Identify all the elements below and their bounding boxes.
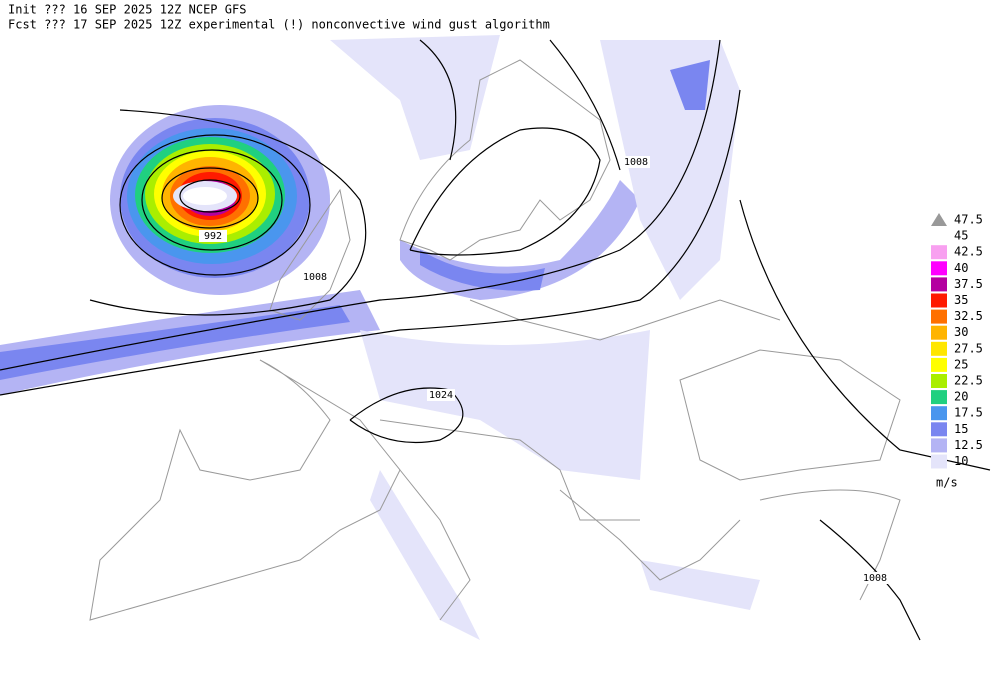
legend-swatch	[931, 261, 947, 276]
legend-label: 35	[954, 293, 968, 307]
legend-label: 30	[954, 325, 968, 339]
isobar-labels: 992 1008 1008 1024 1008	[199, 156, 889, 584]
legend-swatch	[931, 293, 947, 308]
legend-label: 45	[954, 229, 968, 243]
legend-swatch	[931, 309, 947, 324]
coastlines	[89, 59, 901, 621]
isobar-label: 1024	[429, 390, 453, 401]
isobar-label-bg	[861, 572, 889, 584]
legend-swatch	[931, 406, 947, 421]
header-line-2: Fcst ??? 17 SEP 2025 12Z experimental (!…	[8, 18, 550, 32]
legend-unit: m/s	[936, 476, 958, 490]
isobar-label: 992	[204, 231, 222, 242]
legend-label: 12.5	[954, 438, 983, 452]
isobar-label-bg	[301, 271, 329, 283]
legend-swatch	[931, 454, 947, 469]
legend-label: 15	[954, 422, 968, 436]
legend-swatch	[931, 374, 947, 388]
legend-triangle	[931, 213, 947, 226]
legend-label: 37.5	[954, 277, 983, 291]
legend-swatch	[931, 325, 947, 340]
legend: 47.5 45 42.5 40 37.5 35 32.5 30 27.5 25 22.5 20 17.5…	[931, 213, 983, 490]
header-line-1: Init ??? 16 SEP 2025 12Z NCEP GFS	[8, 3, 246, 17]
isobar-label-bg	[427, 389, 455, 401]
isobar-label-bg	[199, 230, 227, 242]
legend-swatch	[931, 438, 947, 453]
legend-label: 47.5	[954, 213, 983, 227]
legend-label: 32.5	[954, 309, 983, 323]
legend-label: 40	[954, 261, 968, 275]
isobar-label: 1008	[303, 272, 327, 283]
gust-shading	[0, 35, 760, 640]
isobar-label-bg	[622, 156, 650, 168]
legend-label: 22.5	[954, 374, 983, 388]
legend-label: 25	[954, 357, 968, 371]
legend-swatch	[931, 277, 947, 292]
legend-swatch	[931, 341, 947, 356]
isobar-label: 1008	[624, 157, 648, 168]
legend-swatch	[931, 422, 947, 437]
isobars	[0, 39, 991, 641]
isobar-label: 1008	[863, 573, 887, 584]
legend-swatch	[931, 390, 947, 405]
legend-label: 42.5	[954, 245, 983, 259]
legend-label: 20	[954, 390, 968, 404]
legend-label: 27.5	[954, 341, 983, 355]
legend-label: 10	[954, 454, 968, 468]
legend-swatch	[931, 357, 947, 372]
legend-swatch	[931, 245, 947, 260]
legend-label: 17.5	[954, 406, 983, 420]
